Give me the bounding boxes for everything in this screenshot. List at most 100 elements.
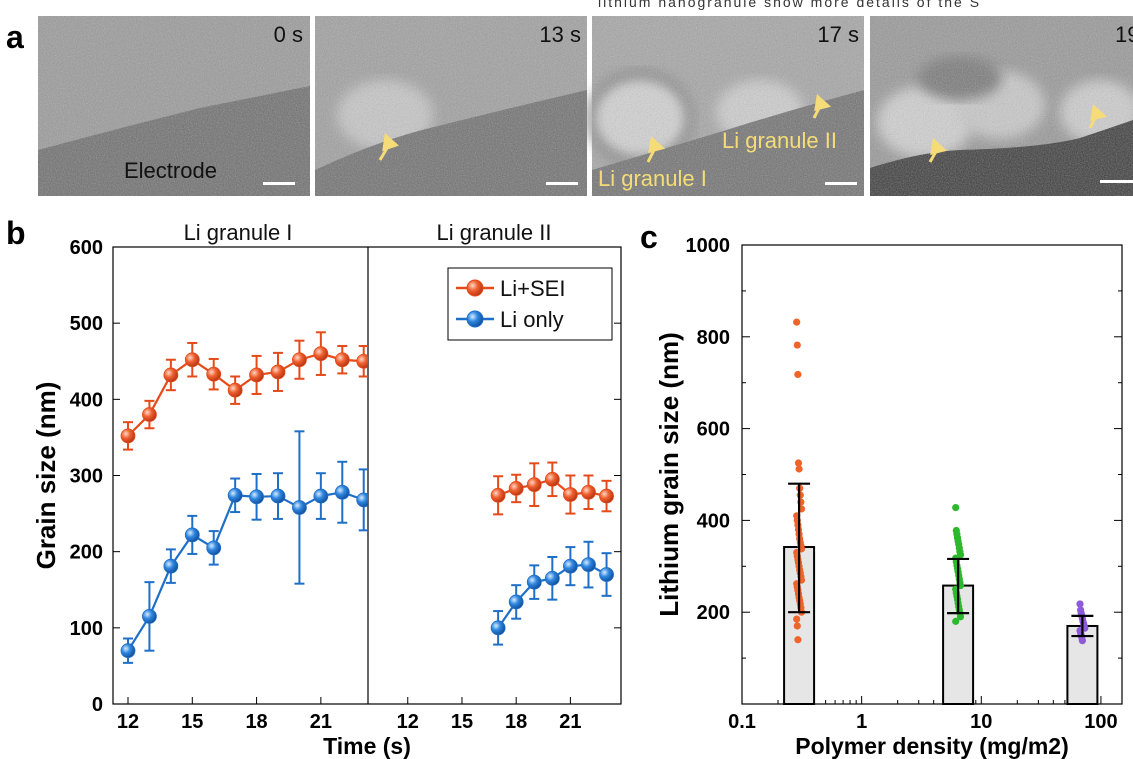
scatter-point: [793, 318, 801, 326]
plot-area-granule-i: [120, 331, 368, 664]
data-point: [270, 364, 286, 380]
data-point: [313, 346, 329, 362]
y-tick-label: 200: [697, 602, 730, 624]
data-point: [184, 527, 200, 543]
scale-bar: [263, 182, 295, 185]
x-tick-label: 12: [397, 711, 419, 733]
data-point: [526, 574, 542, 590]
legend-marker: [466, 310, 484, 328]
granule-ii-label: Li granule II: [722, 128, 837, 153]
data-point: [563, 558, 578, 574]
scatter-point: [1076, 600, 1084, 608]
scale-bar: [825, 182, 857, 185]
legend-label: Li only: [500, 307, 564, 332]
data-point: [490, 487, 506, 503]
y-axis-label: Lithium grain size (nm): [654, 332, 684, 617]
arrow-icon: [928, 138, 948, 163]
plot-area-granule-ii: [490, 461, 614, 646]
data-point: [249, 367, 264, 383]
x-tick-label: 12: [117, 711, 139, 733]
data-point: [508, 481, 524, 496]
frame-time-label: 17 s: [817, 22, 859, 47]
data-point: [599, 567, 614, 582]
data-point: [163, 558, 179, 574]
data-point: [490, 620, 506, 636]
y-tick-label: 0: [92, 694, 103, 716]
legend-marker: [466, 279, 484, 297]
scatter-point: [956, 613, 965, 621]
y-tick-label: 200: [70, 542, 103, 564]
y-tick-label: 400: [70, 389, 103, 411]
panel-c-axes: 200 400 600 800 1000 0.1 1 10 100 Polymer density…: [654, 235, 1123, 759]
data-point: [334, 352, 350, 368]
panel-a-letter: a: [6, 19, 24, 55]
x-tick-label: 18: [245, 711, 267, 733]
micrograph-frame-13s: [315, 16, 587, 196]
legend-label: Li+SEI: [500, 276, 565, 301]
arrow-icon: [378, 133, 399, 161]
x-tick-label: 21: [310, 711, 332, 733]
scatter-point: [793, 622, 801, 630]
y-tick-label: 600: [70, 237, 103, 259]
data-point: [120, 643, 136, 659]
y-tick-label: 1000: [686, 235, 731, 257]
data-point: [544, 471, 560, 487]
micrograph-frame-19s: [870, 16, 1133, 196]
scatter-point: [794, 370, 802, 379]
frame-time-label: 19 s: [1115, 22, 1133, 47]
data-point: [206, 366, 222, 382]
y-tick-label: 500: [70, 313, 103, 335]
electrode-label: Electrode: [124, 158, 217, 183]
data-point: [227, 487, 243, 503]
data-point: [334, 484, 350, 500]
frame-time-label: 0 s: [274, 22, 303, 47]
data-point: [206, 540, 222, 556]
subplot-title: Li granule II: [437, 220, 552, 245]
data-point: [120, 428, 136, 444]
data-point: [142, 609, 157, 624]
x-tick-label: 18: [505, 711, 527, 733]
x-tick-label: 15: [181, 711, 203, 733]
scatter-point: [794, 636, 802, 644]
data-point: [526, 477, 542, 493]
data-point: [292, 500, 307, 515]
x-axis-label: Polymer density (mg/m2): [795, 733, 1069, 759]
data-point: [184, 352, 200, 368]
data-point: [599, 488, 614, 504]
y-axis-label: Grain size (nm): [31, 382, 61, 570]
scatter-point: [794, 459, 803, 467]
arrow-icon: [1088, 104, 1108, 129]
scatter-point: [1078, 637, 1086, 645]
panel-c-letter: c: [640, 219, 658, 255]
arrow-icon: [646, 136, 666, 163]
data-point: [163, 367, 179, 383]
arrow-icon: [812, 94, 832, 119]
scatter-point: [795, 465, 803, 473]
data-point: [313, 488, 329, 504]
series-line: [127, 491, 365, 652]
header-text-fragment: lithium nanogranule show more details of…: [598, 0, 982, 10]
legend: Li+SEI Li only: [447, 267, 613, 341]
x-axis-label: Time (s): [323, 733, 411, 759]
frame-time-label: 13 s: [539, 22, 581, 47]
x-tick-label: 10: [970, 711, 992, 733]
panel-b-letter: b: [6, 215, 26, 251]
data-point: [563, 487, 578, 502]
granule-i-label: Li granule I: [598, 166, 707, 191]
scale-bar: [546, 182, 578, 185]
plot-area-grain-size: [783, 318, 1099, 705]
x-tick-label: 21: [559, 711, 581, 733]
y-tick-label: 800: [697, 327, 730, 349]
x-tick-label: 100: [1084, 711, 1117, 733]
subplot-title: Li granule I: [184, 220, 293, 245]
micrograph-frame-0s: [38, 16, 310, 196]
scatter-point: [952, 503, 960, 512]
data-point: [270, 488, 286, 504]
data-point: [508, 594, 524, 610]
data-point: [581, 484, 596, 500]
data-point: [142, 407, 157, 422]
x-tick-label: 15: [451, 711, 473, 733]
data-point: [581, 557, 596, 573]
data-point: [227, 382, 243, 398]
